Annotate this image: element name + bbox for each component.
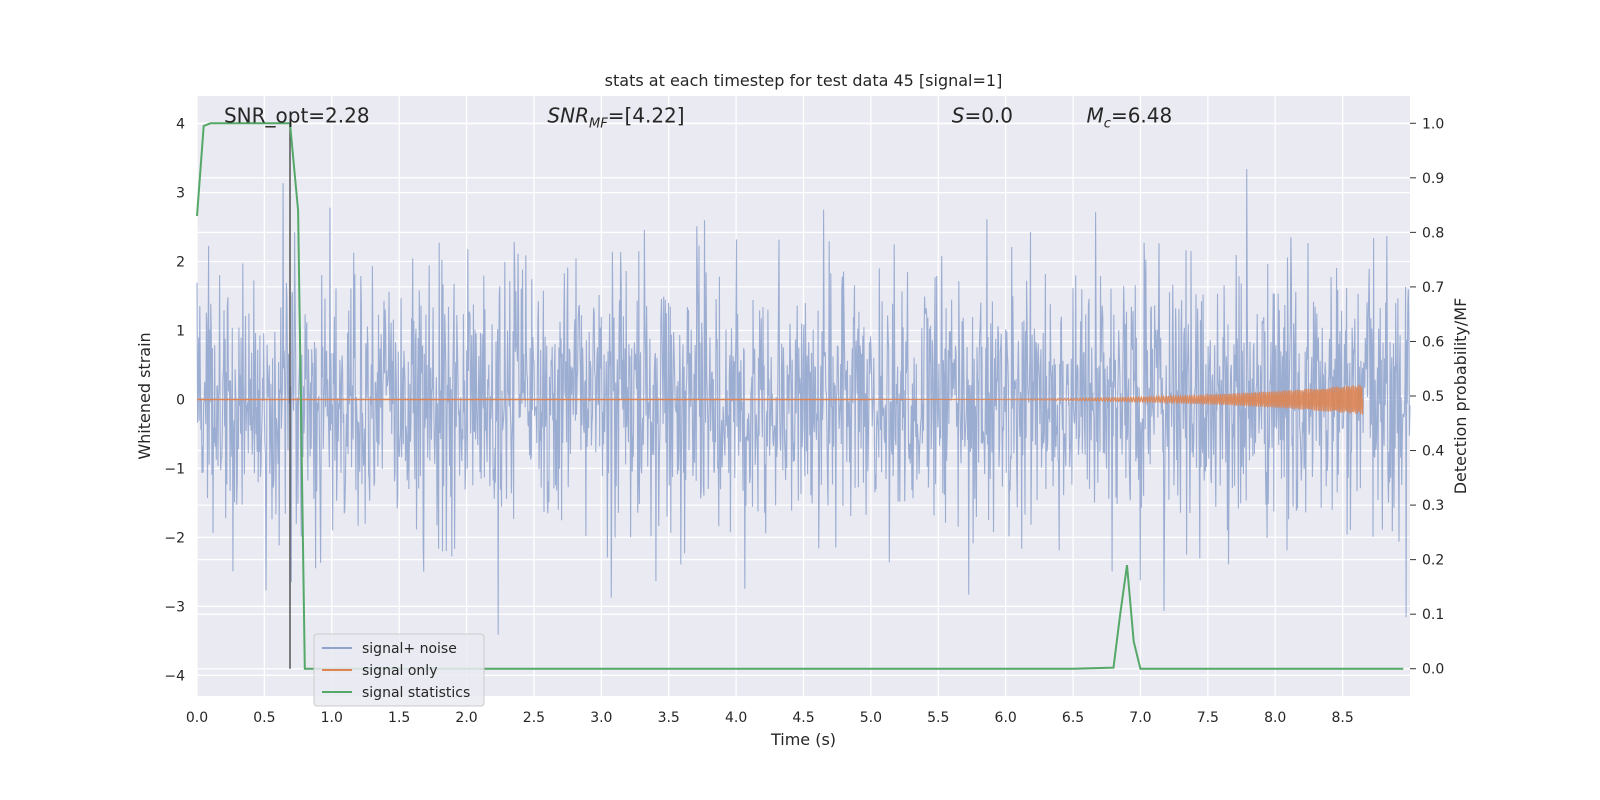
x-axis-ticks: 0.0 0.5 1.0 1.5 2.0 2.5 3.0 3.5 4.0 4.5 5.0 5.5 6.0 6… [186,710,1354,726]
y2-tick-label: 0.4 [1422,444,1444,460]
signal-noise-line [196,169,1411,635]
x-tick-label: 7.5 [1197,710,1219,726]
y-tick-label: 3 [176,186,185,202]
legend-label-signal-noise: signal+ noise [362,641,457,657]
annotation-3: Mc=6.48 [1087,104,1173,132]
y2-tick-label: 0.7 [1422,280,1444,296]
y-tick-label: 1 [176,323,185,339]
y2-tick-label: 0.6 [1422,334,1444,350]
x-axis-label: Time (s) [770,730,836,749]
y-tick-label: 0 [176,392,185,408]
x-tick-label: 4.0 [725,710,747,726]
x-tick-label: 0.0 [186,710,208,726]
y-tick-label: −3 [164,599,185,615]
signal-only-chirp [870,384,1364,415]
y2-tick-label: 0.9 [1422,171,1444,187]
y2-axis-label: Detection probability/MF [1451,298,1470,495]
series-signal-statistics [196,122,1404,670]
series-signal-only [197,384,1364,415]
y-axis-ticks: −4 −3 −2 −1 0 1 2 3 4 [164,117,185,685]
grid [196,96,1410,696]
x-tick-label: 8.5 [1331,710,1353,726]
legend: signal+ noise signal only signal statist… [313,633,485,707]
legend-label-signal-only: signal only [362,663,437,679]
x-tick-label: 0.5 [253,710,275,726]
chart-title: stats at each timestep for test data 45 … [605,71,1003,90]
x-tick-label: 6.5 [1062,710,1084,726]
x-tick-label: 5.0 [860,710,882,726]
legend-label-signal-statistics: signal statistics [362,685,470,701]
x-tick-label: 7.0 [1129,710,1151,726]
y-tick-label: −4 [164,668,185,684]
x-tick-label: 8.0 [1264,710,1286,726]
annotation-2: S=0.0 [952,104,1013,128]
x-tick-label: 2.5 [523,710,545,726]
y-tick-label: −2 [164,530,185,546]
annotations: SNR_opt=2.28 SNRMF=[4.22] S=0.0 Mc=6.48 [224,104,1172,132]
y-tick-label: 2 [176,255,185,271]
y-tick-label: −1 [164,461,185,477]
x-tick-label: 6.0 [995,710,1017,726]
x-tick-label: 1.0 [321,710,343,726]
x-tick-label: 3.5 [658,710,680,726]
x-tick-label: 5.5 [927,710,949,726]
y-axis-label: Whitened strain [135,332,154,459]
y2-tick-label: 0.5 [1422,389,1444,405]
x-tick-label: 3.0 [590,710,612,726]
x-tick-label: 2.0 [455,710,477,726]
y2-tick-label: 0.1 [1422,607,1444,623]
y-tick-label: 4 [176,117,185,133]
y2-tick-label: 0.2 [1422,553,1444,569]
legend-box [313,633,485,707]
y2-tick-label: 0.0 [1422,662,1444,678]
y2-tick-label: 1.0 [1422,116,1444,132]
annotation-1: SNRMF=[4.22] [547,104,684,132]
y2-axis-ticks: 0.0 0.1 0.2 0.3 0.4 0.5 0.6 0.7 0.8 0.9 1.0 [1410,116,1444,678]
x-tick-label: 4.5 [792,710,814,726]
annotation-0: SNR_opt=2.28 [224,104,370,128]
y2-tick-label: 0.8 [1422,225,1444,241]
series-signal-noise [196,169,1411,635]
y2-tick-label: 0.3 [1422,498,1444,514]
x-tick-label: 1.5 [388,710,410,726]
